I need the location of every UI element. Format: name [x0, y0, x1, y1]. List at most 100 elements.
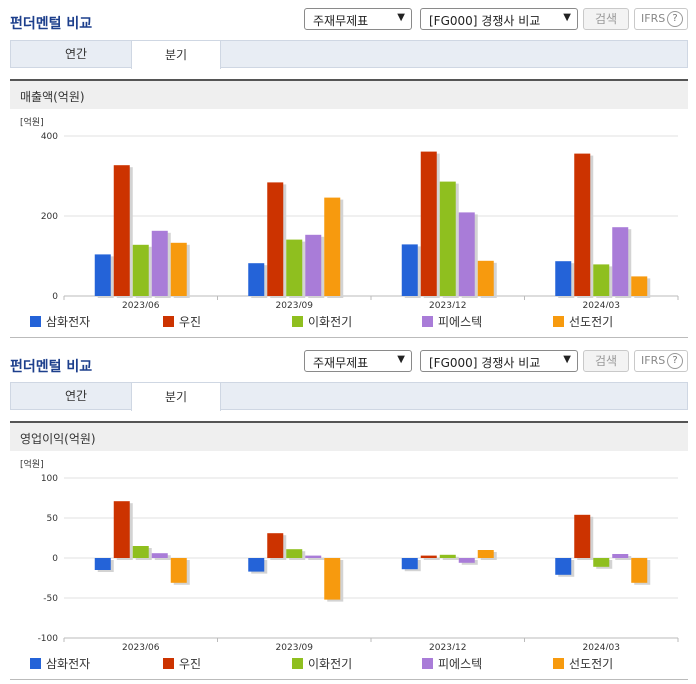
legend-label: 피에스텍 — [438, 657, 483, 671]
chart-legend: 삼화전자 우진 이화전기 피에스텍 선도전기 — [10, 313, 688, 331]
bar[interactable] — [248, 263, 265, 296]
bar[interactable] — [593, 558, 610, 567]
bar[interactable] — [286, 549, 303, 558]
chevron-down-icon: ▼ — [397, 12, 405, 23]
bar[interactable] — [458, 212, 475, 296]
legend-item[interactable]: 삼화전자 — [30, 655, 90, 672]
bar[interactable] — [631, 276, 648, 296]
statement-type-value: 주재무제표 — [313, 14, 369, 28]
bar[interactable] — [555, 261, 572, 296]
bar[interactable] — [94, 254, 111, 296]
legend-swatch — [292, 316, 303, 327]
bar[interactable] — [401, 244, 418, 296]
tab-annual[interactable]: 연간 — [64, 389, 88, 403]
bar[interactable] — [477, 260, 494, 296]
legend-item[interactable]: 삼화전자 — [30, 313, 90, 330]
y-tick-label: 0 — [52, 554, 58, 564]
bar[interactable] — [458, 558, 475, 563]
bar[interactable] — [420, 151, 437, 296]
bar[interactable] — [170, 242, 187, 296]
legend-swatch — [30, 316, 41, 327]
chart-container: [억원] -100 -50 0 50 100 2023/06 2023/09 2023/12 20… — [10, 454, 688, 653]
legend-swatch — [163, 316, 174, 327]
bar[interactable] — [574, 514, 591, 558]
tab-quarterly[interactable]: 분기 — [131, 382, 221, 411]
panel-title: 펀더멘털 비교 — [10, 359, 93, 375]
x-tick-label: 2023/12 — [429, 301, 466, 308]
legend-label: 우진 — [179, 315, 202, 329]
bar[interactable] — [248, 558, 265, 572]
legend-swatch — [422, 658, 433, 669]
bar-shadow — [442, 556, 459, 560]
ifrs-button[interactable]: IFRS? — [634, 8, 688, 30]
legend-item[interactable]: 이화전기 — [292, 313, 352, 330]
bar[interactable] — [477, 550, 494, 558]
legend-item[interactable]: 피에스텍 — [422, 313, 482, 330]
bar[interactable] — [113, 165, 130, 296]
y-tick-label: 50 — [47, 514, 59, 524]
bar[interactable] — [132, 546, 149, 558]
panel-title: 펀더멘털 비교 — [10, 16, 93, 32]
x-tick-label: 2024/03 — [583, 643, 620, 650]
bar[interactable] — [593, 264, 610, 296]
y-tick-label: 200 — [41, 212, 58, 222]
legend-item[interactable]: 피에스텍 — [422, 655, 482, 672]
period-tabs: 연간 분기 — [10, 40, 688, 69]
help-icon[interactable]: ? — [667, 353, 683, 369]
legend-item[interactable]: 우진 — [163, 655, 201, 672]
bar[interactable] — [439, 181, 456, 296]
chart-container: [억원] 0 200 400 2023/06 2023/09 2023/12 2024/03 — [10, 112, 688, 311]
search-button[interactable]: 검색 — [583, 8, 629, 30]
bar[interactable] — [401, 558, 418, 570]
legend-item[interactable]: 선도전기 — [553, 655, 613, 672]
statement-type-select[interactable]: 주재무제표 ▼ — [304, 8, 412, 30]
ifrs-label: IFRS — [641, 12, 666, 25]
help-icon[interactable]: ? — [667, 11, 683, 27]
legend-swatch — [422, 316, 433, 327]
bar[interactable] — [420, 555, 437, 558]
legend-item[interactable]: 선도전기 — [553, 313, 613, 330]
chart-legend: 삼화전자 우진 이화전기 피에스텍 선도전기 — [10, 655, 688, 673]
bar[interactable] — [305, 234, 322, 296]
bar[interactable] — [324, 197, 341, 296]
fundamental-panel-operating-profit: 펀더멘털 비교 주재무제표 ▼ [FG000] 경쟁사 비교 ▼ 검색 IFRS? … — [0, 342, 696, 684]
legend-item[interactable]: 이화전기 — [292, 655, 352, 672]
legend-label: 이화전기 — [308, 315, 353, 329]
ifrs-button[interactable]: IFRS? — [634, 350, 688, 372]
period-tabs: 연간 분기 — [10, 382, 688, 411]
legend-swatch — [163, 658, 174, 669]
bar[interactable] — [631, 558, 648, 583]
y-tick-label: -100 — [38, 634, 59, 644]
peer-group-select[interactable]: [FG000] 경쟁사 비교 ▼ — [420, 350, 578, 372]
bar[interactable] — [324, 558, 341, 600]
statement-type-select[interactable]: 주재무제표 ▼ — [304, 350, 412, 372]
bar[interactable] — [151, 230, 168, 296]
bar[interactable] — [132, 244, 149, 296]
bar[interactable] — [439, 554, 456, 558]
bar[interactable] — [612, 554, 629, 558]
legend-item[interactable]: 우진 — [163, 313, 201, 330]
legend-swatch — [553, 658, 564, 669]
bar[interactable] — [170, 558, 187, 583]
tab-annual[interactable]: 연간 — [64, 47, 88, 61]
bar[interactable] — [267, 182, 284, 296]
bar[interactable] — [286, 239, 303, 296]
legend-swatch — [30, 658, 41, 669]
peer-group-select[interactable]: [FG000] 경쟁사 비교 ▼ — [420, 8, 578, 30]
bar[interactable] — [305, 555, 322, 558]
bar[interactable] — [555, 558, 572, 575]
y-tick-label: -50 — [43, 594, 58, 604]
bar[interactable] — [94, 558, 111, 570]
bar[interactable] — [151, 553, 168, 558]
bar[interactable] — [267, 533, 284, 558]
bar[interactable] — [612, 227, 629, 296]
section-header-sales: 매출액(억원) — [10, 79, 688, 109]
bar[interactable] — [113, 501, 130, 558]
x-tick-label: 2023/09 — [276, 301, 314, 308]
search-button[interactable]: 검색 — [583, 350, 629, 372]
x-tick-label: 2023/06 — [122, 301, 160, 308]
peer-group-value: [FG000] 경쟁사 비교 — [429, 14, 541, 28]
bar-shadow — [308, 557, 325, 560]
bar[interactable] — [574, 153, 591, 296]
tab-quarterly[interactable]: 분기 — [131, 40, 221, 69]
